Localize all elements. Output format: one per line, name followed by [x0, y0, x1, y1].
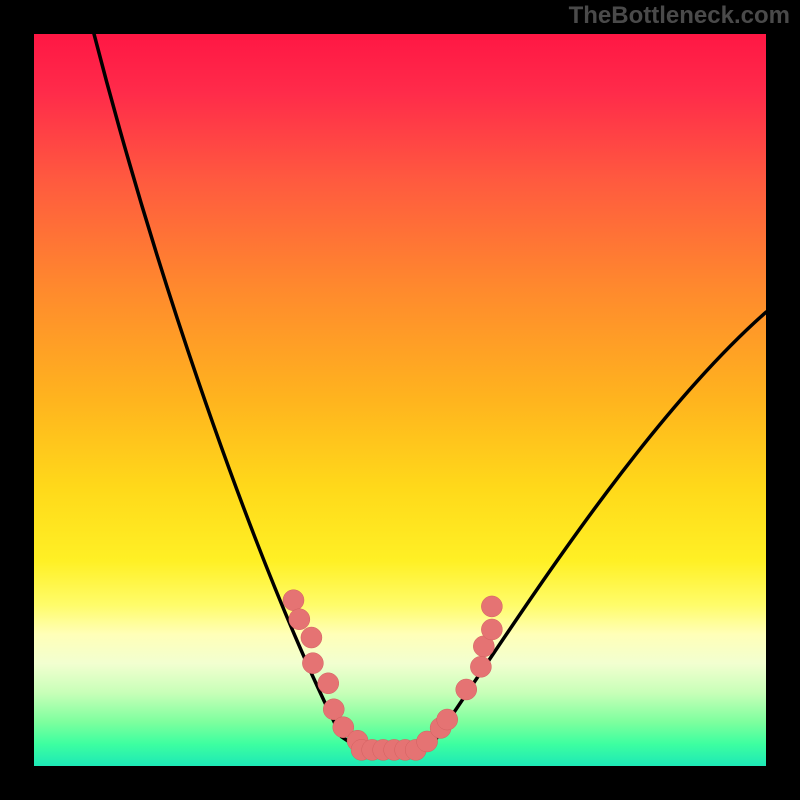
data-marker [481, 619, 502, 640]
data-marker [283, 590, 304, 611]
data-marker [289, 609, 310, 630]
data-marker [470, 656, 491, 677]
data-marker [437, 709, 458, 730]
watermark-text: TheBottleneck.com [569, 2, 790, 30]
data-marker [302, 653, 323, 674]
bottleneck-curve-chart [0, 0, 800, 800]
data-marker [481, 596, 502, 617]
data-marker [456, 679, 477, 700]
data-marker [323, 699, 344, 720]
gradient-background [34, 34, 766, 766]
data-marker [318, 673, 339, 694]
data-marker [301, 627, 322, 648]
